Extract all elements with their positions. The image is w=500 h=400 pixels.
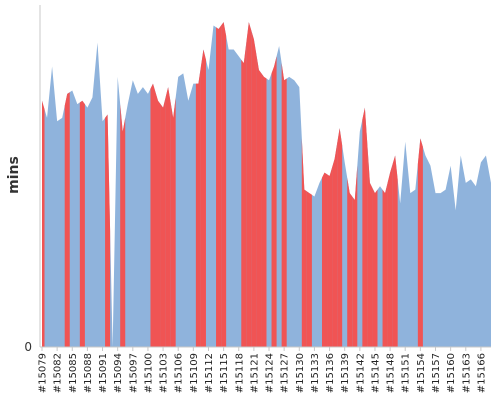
- highlight-segment: [382, 182, 388, 347]
- highlight-segment: [362, 107, 368, 347]
- highlight-segment: [150, 83, 156, 347]
- x-tick-label: #15082: [53, 353, 64, 393]
- highlight-segment: [195, 66, 201, 347]
- area-series-group: [42, 22, 491, 348]
- x-tick-label: #15145: [370, 353, 381, 393]
- x-tick-label: #15088: [83, 353, 94, 393]
- x-tick-label: #15139: [340, 353, 351, 393]
- x-tick-label: #15157: [431, 353, 442, 393]
- y-axis-title: mins: [6, 156, 22, 194]
- highlight-segment: [216, 25, 222, 348]
- x-tick-label: #15142: [355, 353, 366, 393]
- highlight-segment: [105, 114, 111, 347]
- x-tick-label: #15166: [476, 353, 487, 393]
- highlight-segment: [392, 155, 398, 347]
- x-tick-label: #15112: [204, 353, 215, 393]
- x-tick-label: #15130: [295, 353, 306, 393]
- x-tick-label: #15127: [280, 353, 291, 393]
- highlight-segment: [256, 54, 262, 348]
- highlight-segment: [79, 100, 85, 347]
- highlight-segment: [352, 165, 358, 347]
- x-tick-label: #15106: [174, 353, 185, 393]
- x-tick-label: #15109: [189, 353, 200, 393]
- x-tick-group: #15079 #15082 #15085 #15088 #15091 #15094 #150…: [38, 347, 487, 393]
- highlight-segment: [367, 145, 373, 347]
- highlight-segment: [120, 104, 126, 348]
- x-tick-label: #15085: [68, 353, 79, 393]
- highlight-segment: [200, 49, 206, 348]
- x-tick-label: #15115: [219, 353, 230, 393]
- highlight-segment: [387, 164, 393, 347]
- x-tick-label: #15103: [159, 353, 170, 393]
- highlight-segment: [347, 177, 353, 347]
- highlight-segment: [271, 56, 277, 348]
- highlight-segment: [170, 97, 176, 347]
- highlight-segment: [372, 187, 378, 347]
- highlight-segment: [301, 138, 307, 347]
- x-tick-label: #15154: [416, 353, 427, 393]
- axes: mins 0: [6, 5, 491, 354]
- highlight-segment: [160, 97, 166, 347]
- x-tick-label: #15136: [325, 353, 336, 393]
- x-tick-label: #15133: [310, 353, 321, 393]
- x-tick-label: #15118: [234, 353, 245, 393]
- x-tick-label: #15121: [249, 353, 260, 393]
- x-tick-label: #15124: [265, 353, 276, 393]
- x-tick-label: #15079: [38, 353, 49, 393]
- highlight-segment: [306, 191, 312, 347]
- y-tick-label-0: 0: [24, 340, 32, 354]
- x-tick-label: #15094: [113, 353, 124, 393]
- highlight-segment: [417, 138, 423, 347]
- highlight-segment: [281, 63, 287, 347]
- highlight-segment: [246, 22, 252, 347]
- x-tick-label: #15163: [461, 353, 472, 393]
- highlight-segment: [241, 42, 247, 348]
- highlight-segment: [155, 92, 161, 348]
- highlight-segment: [332, 143, 338, 347]
- highlight-segment: [165, 87, 171, 347]
- x-tick-label: #15091: [98, 353, 109, 393]
- x-tick-label: #15100: [143, 353, 154, 393]
- x-tick-label: #15151: [401, 353, 412, 393]
- x-tick-label: #15148: [386, 353, 397, 393]
- highlight-segment: [261, 73, 267, 348]
- x-tick-label: #15160: [446, 353, 457, 393]
- highlight-segment: [327, 167, 333, 347]
- x-tick-label: #15097: [128, 353, 139, 393]
- highlight-segment: [42, 100, 45, 347]
- highlight-segment: [337, 128, 343, 347]
- highlight-segment: [321, 172, 328, 347]
- highlight-segment: [221, 22, 227, 347]
- highlight-segment: [64, 92, 70, 348]
- highlight-segment: [251, 30, 257, 348]
